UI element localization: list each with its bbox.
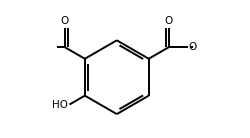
Text: O: O	[60, 16, 69, 26]
Text: HO: HO	[52, 99, 68, 110]
Text: O: O	[165, 16, 173, 26]
Text: O: O	[189, 42, 197, 52]
